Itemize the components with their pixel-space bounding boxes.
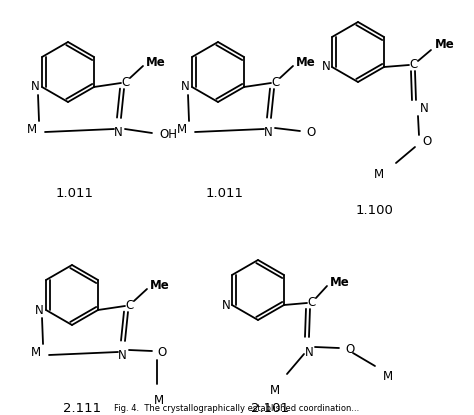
Text: N: N: [305, 346, 313, 359]
Text: C: C: [410, 58, 418, 71]
Text: 2.111: 2.111: [63, 401, 101, 415]
Text: N: N: [118, 349, 127, 361]
Text: Me: Me: [296, 56, 316, 68]
Text: N: N: [181, 81, 190, 93]
Text: N: N: [222, 298, 230, 312]
Text: N: N: [419, 102, 428, 115]
Text: 1.011: 1.011: [206, 186, 244, 200]
Text: Me: Me: [146, 56, 166, 68]
Text: C: C: [126, 298, 134, 312]
Text: O: O: [157, 346, 166, 359]
Text: OH: OH: [159, 127, 177, 141]
Text: N: N: [31, 81, 39, 93]
Text: Me: Me: [330, 276, 350, 288]
Text: M: M: [27, 122, 37, 136]
Text: M: M: [154, 393, 164, 407]
Text: O: O: [422, 134, 432, 147]
Text: M: M: [383, 369, 393, 383]
Text: N: N: [35, 303, 44, 317]
Text: M: M: [270, 383, 280, 396]
Text: Fig. 4.  The crystallographically established coordination...: Fig. 4. The crystallographically establi…: [114, 404, 360, 413]
Text: 2.101: 2.101: [251, 401, 289, 415]
Text: N: N: [114, 125, 122, 139]
Text: O: O: [306, 125, 316, 139]
Text: C: C: [122, 76, 130, 88]
Text: Me: Me: [150, 278, 170, 291]
Text: O: O: [346, 342, 355, 356]
Text: 1.011: 1.011: [56, 186, 94, 200]
Text: N: N: [322, 61, 330, 73]
Text: N: N: [264, 125, 273, 139]
Text: 1.100: 1.100: [356, 203, 394, 217]
Text: M: M: [31, 346, 41, 359]
Text: M: M: [177, 122, 187, 136]
Text: C: C: [308, 295, 316, 308]
Text: C: C: [272, 76, 280, 88]
Text: Me: Me: [435, 39, 455, 51]
Text: M: M: [374, 168, 384, 181]
